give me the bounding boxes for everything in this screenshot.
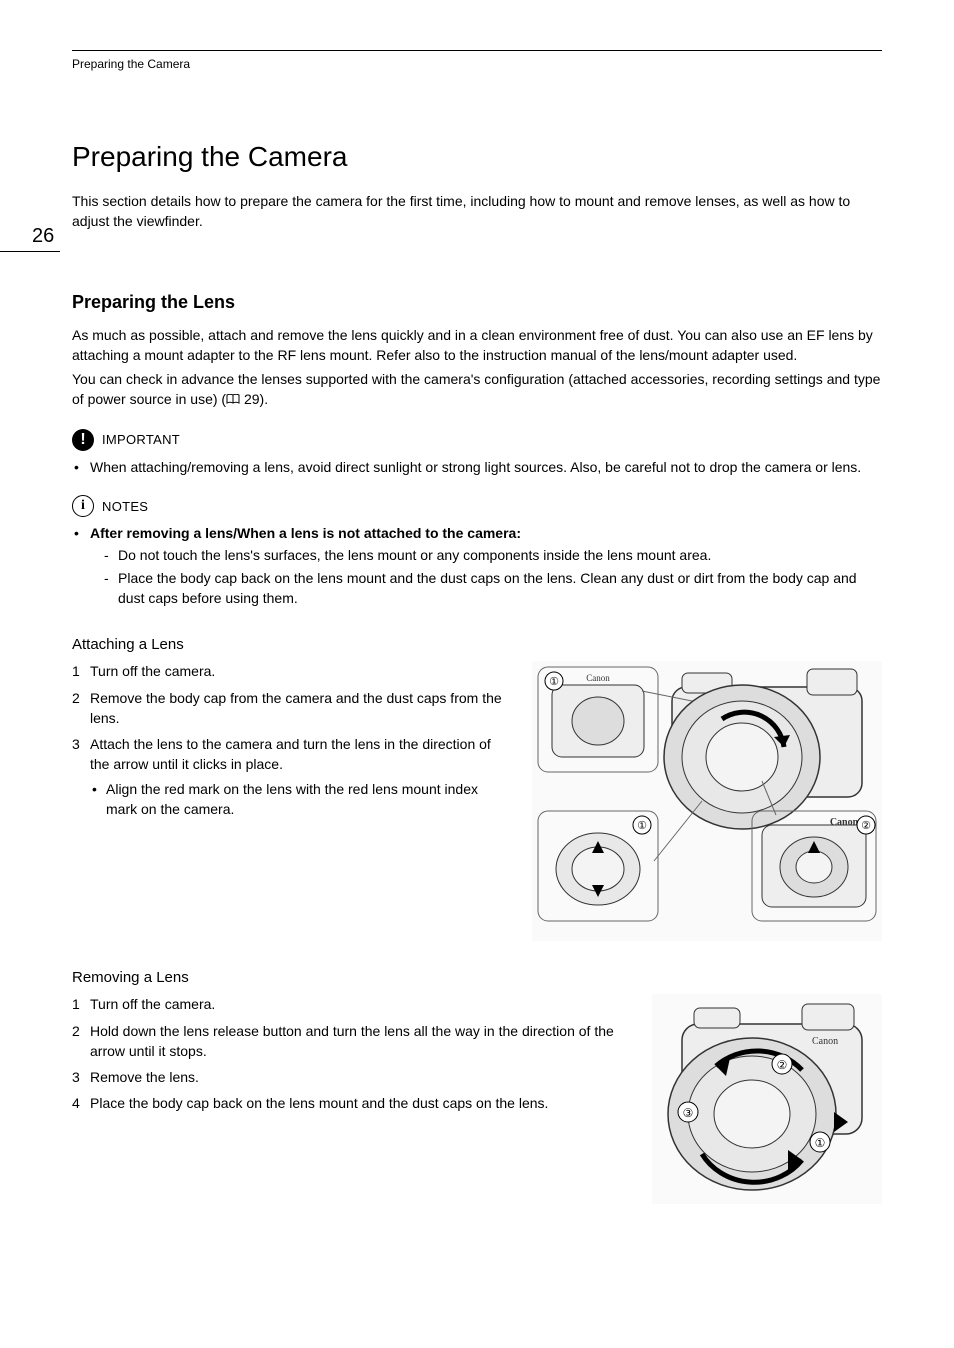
step-item: 2 Hold down the lens release button and t… <box>72 1021 632 1062</box>
attach-title: Attaching a Lens <box>72 636 882 653</box>
notes-callout: i NOTES <box>72 495 882 517</box>
svg-text:Canon: Canon <box>812 1036 838 1047</box>
svg-text:②: ② <box>777 1058 788 1072</box>
step-item: 3 Remove the lens. <box>72 1067 632 1087</box>
step-number: 4 <box>72 1093 80 1113</box>
remove-illustration: Canon ③ ② ① <box>652 994 882 1204</box>
step-item: 1 Turn off the camera. <box>72 994 632 1014</box>
step-number: 2 <box>72 688 80 708</box>
important-item: When attaching/removing a lens, avoid di… <box>72 457 882 477</box>
step-number: 1 <box>72 661 80 681</box>
important-callout: ! IMPORTANT <box>72 429 882 451</box>
info-icon: i <box>72 495 94 517</box>
notes-label: NOTES <box>102 499 148 514</box>
page-title: Preparing the Camera <box>72 141 882 173</box>
attach-illustration: Canon ① ① <box>532 661 882 941</box>
section-lens-para2: You can check in advance the lenses supp… <box>72 369 882 411</box>
important-list: When attaching/removing a lens, avoid di… <box>72 457 882 477</box>
step-number: 2 <box>72 1021 80 1041</box>
section-lens-para1: As much as possible, attach and remove t… <box>72 325 882 366</box>
remove-steps: 1 Turn off the camera. 2 Hold down the len… <box>72 994 632 1113</box>
section-lens-title: Preparing the Lens <box>72 292 882 313</box>
page-number: 26 <box>32 225 54 248</box>
page-number-rule <box>0 251 60 252</box>
step-item: 1 Turn off the camera. <box>72 661 512 681</box>
intro-paragraph: This section details how to prepare the … <box>72 191 882 232</box>
attach-sub-bullets: Align the red mark on the lens with the … <box>90 779 512 820</box>
step-number: 3 <box>72 734 80 754</box>
svg-text:①: ① <box>637 820 647 832</box>
svg-text:③: ③ <box>683 1106 694 1120</box>
remove-title: Removing a Lens <box>72 969 882 986</box>
step-text: Place the body cap back on the lens moun… <box>90 1095 548 1111</box>
svg-text:①: ① <box>549 676 559 688</box>
notes-list: After removing a lens/When a lens is not… <box>72 523 882 608</box>
notes-lead: After removing a lens/When a lens is not… <box>90 525 521 541</box>
top-rule <box>72 50 882 51</box>
attach-steps: 1 Turn off the camera. 2 Remove the body c… <box>72 661 512 819</box>
running-head: Preparing the Camera <box>72 57 882 71</box>
step-item: 3 Attach the lens to the camera and turn … <box>72 734 512 819</box>
sub-bullet-item: Align the red mark on the lens with the … <box>90 779 512 820</box>
step-text: Remove the lens. <box>90 1069 199 1085</box>
svg-text:①: ① <box>815 1136 826 1150</box>
step-number: 1 <box>72 994 80 1014</box>
svg-text:Canon: Canon <box>830 817 859 828</box>
important-icon: ! <box>72 429 94 451</box>
step-text: Turn off the camera. <box>90 996 215 1012</box>
step-text: Remove the body cap from the camera and … <box>90 690 502 726</box>
para2-prefix: You can check in advance the lenses supp… <box>72 371 880 407</box>
notes-dash-item: Place the body cap back on the lens moun… <box>90 568 882 609</box>
step-text: Attach the lens to the camera and turn t… <box>90 736 491 772</box>
svg-text:Canon: Canon <box>586 673 610 683</box>
notes-dash-item: Do not touch the lens's surfaces, the le… <box>90 545 882 565</box>
para2-suffix: ). <box>260 391 269 407</box>
notes-dashes: Do not touch the lens's surfaces, the le… <box>90 545 882 608</box>
book-icon <box>226 390 240 410</box>
important-label: IMPORTANT <box>102 432 180 447</box>
step-item: 4 Place the body cap back on the lens mou… <box>72 1093 632 1113</box>
step-item: 2 Remove the body cap from the camera and… <box>72 688 512 729</box>
step-text: Turn off the camera. <box>90 663 215 679</box>
svg-text:②: ② <box>861 820 871 832</box>
para2-ref: 29 <box>244 391 260 407</box>
notes-lead-item: After removing a lens/When a lens is not… <box>72 523 882 608</box>
step-text: Hold down the lens release button and tu… <box>90 1023 614 1059</box>
step-number: 3 <box>72 1067 80 1087</box>
